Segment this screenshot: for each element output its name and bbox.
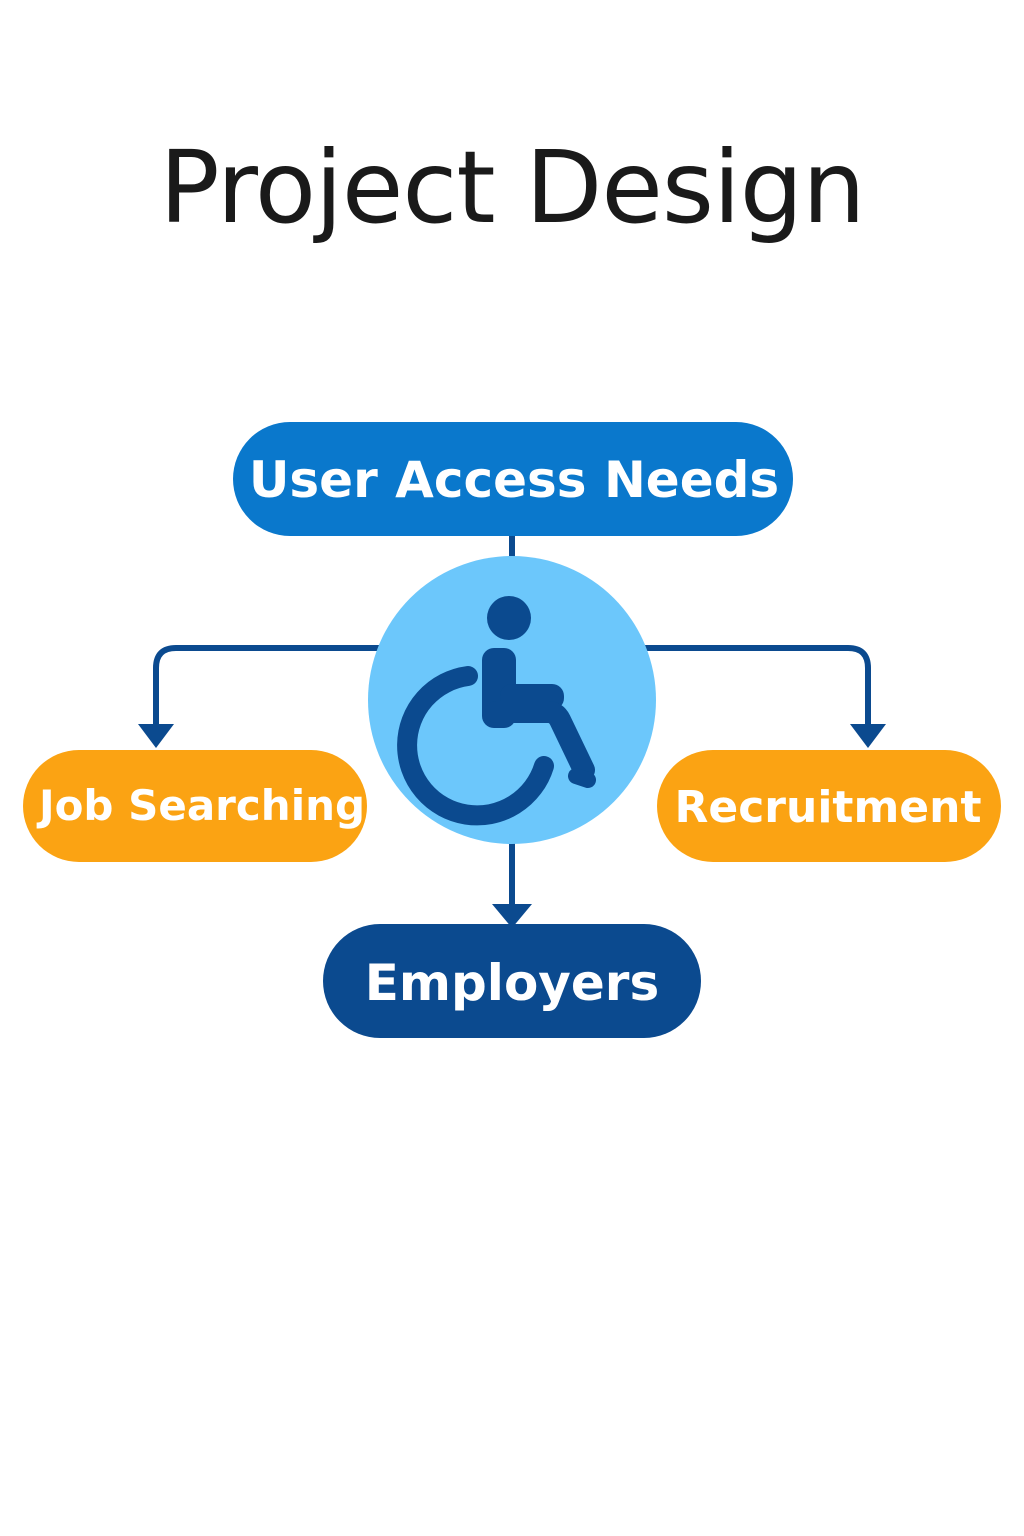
page-title: Project Design: [159, 129, 865, 246]
arrowhead-job-searching: [138, 724, 174, 748]
arrowhead-recruitment: [850, 724, 886, 748]
node-center-accessibility: [368, 556, 656, 844]
connector-center-to-recruitment: [644, 645, 871, 726]
node-employers: Employers: [323, 924, 701, 1038]
node-job-searching-label: Job Searching: [36, 781, 365, 830]
node-recruitment-label: Recruitment: [675, 782, 982, 833]
node-job-searching: Job Searching: [23, 750, 367, 862]
node-recruitment: Recruitment: [657, 750, 1001, 862]
node-user-access-needs: User Access Needs: [233, 422, 793, 536]
arrowheads: [138, 724, 886, 928]
node-user-access-needs-label: User Access Needs: [249, 451, 779, 509]
connectors: [153, 532, 871, 906]
arrowhead-employers: [492, 904, 532, 928]
wheelchair-accessibility-icon: [397, 596, 596, 826]
connector-center-to-job-searching: [153, 645, 380, 726]
node-employers-label: Employers: [365, 954, 659, 1012]
